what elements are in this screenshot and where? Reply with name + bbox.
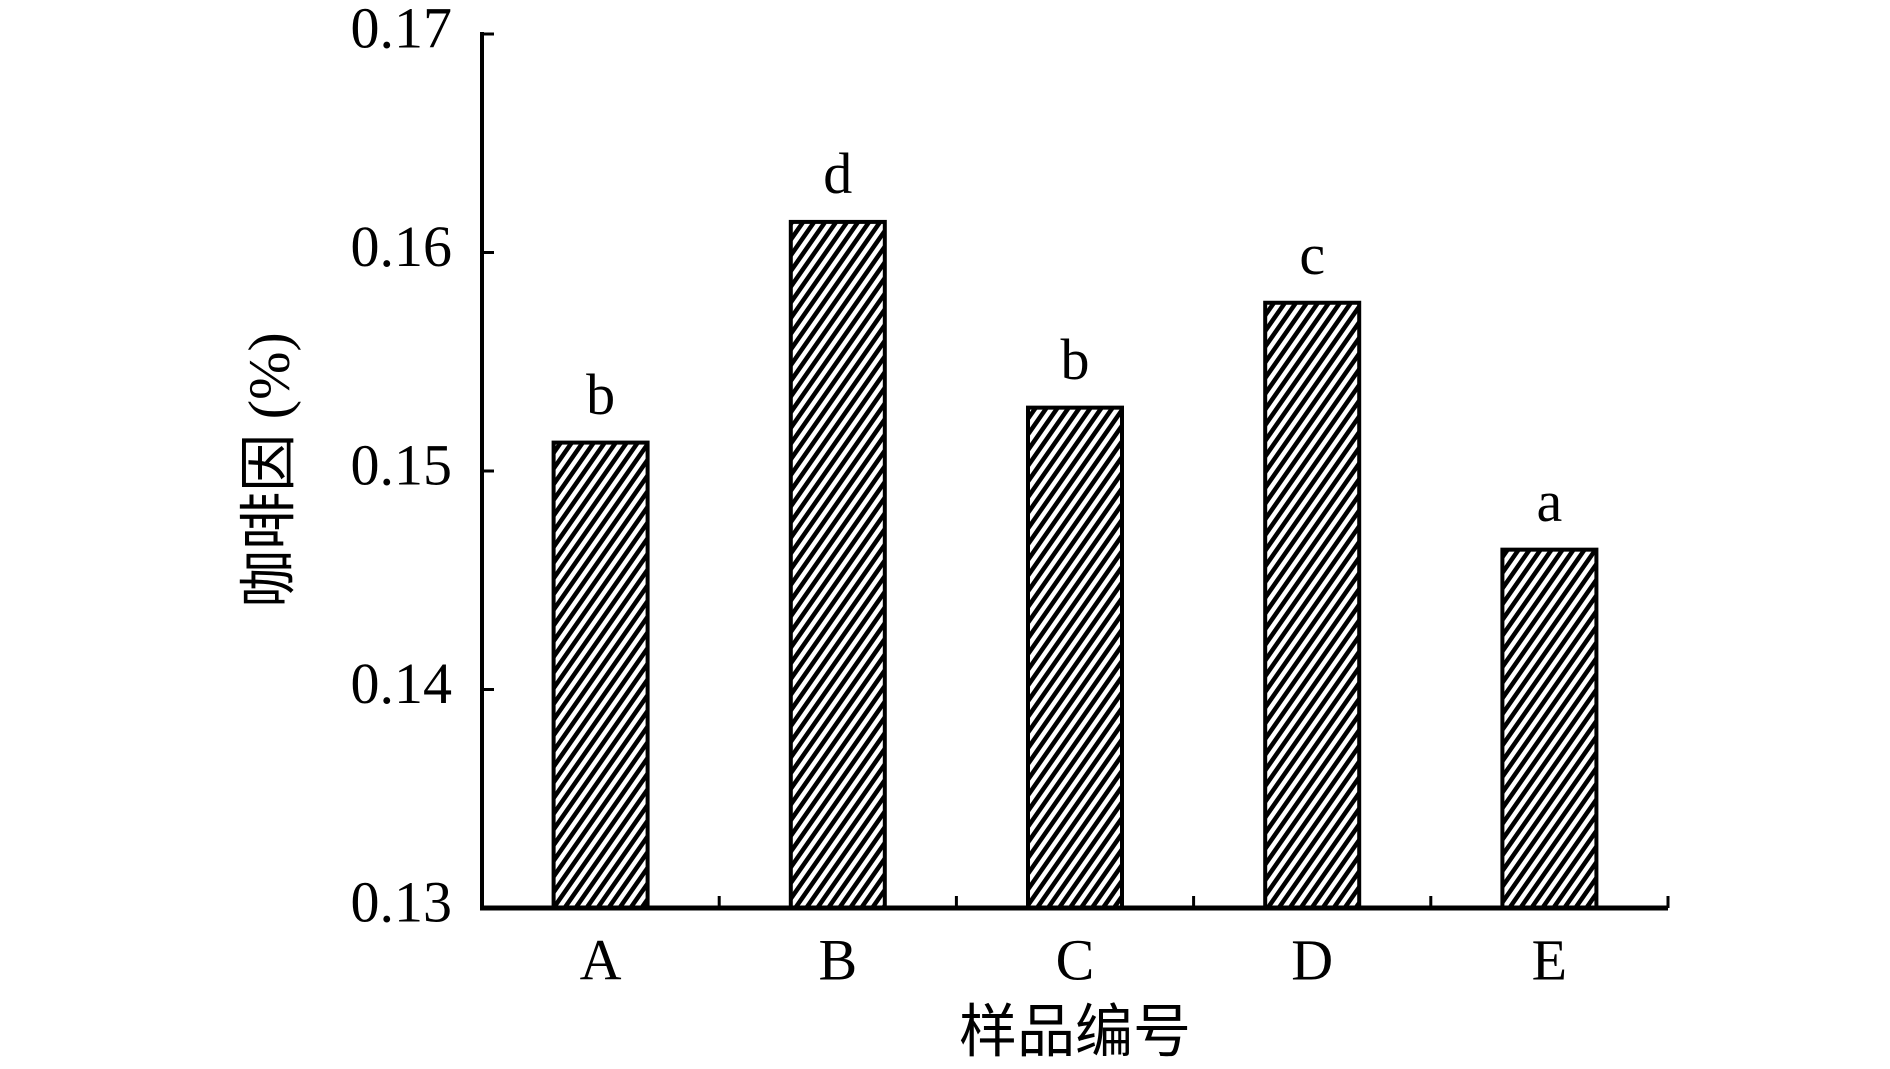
y-tick-label: 0.15 — [351, 432, 453, 497]
bar — [1263, 300, 1362, 910]
x-tick-label: D — [1291, 927, 1333, 992]
y-tick-label: 0.13 — [351, 869, 453, 934]
x-tick-label: C — [1056, 927, 1095, 992]
y-tick-label: 0.17 — [351, 0, 453, 60]
x-axis-title: 样品编号 — [959, 999, 1191, 1064]
bar — [1500, 547, 1599, 910]
y-axis-title: 咖啡因 (%) — [236, 332, 301, 607]
significance-label: a — [1537, 469, 1563, 534]
bar — [1026, 405, 1124, 910]
bar — [551, 440, 650, 910]
bar — [788, 219, 887, 911]
significance-label: b — [1061, 327, 1090, 392]
y-tick-label: 0.16 — [351, 214, 453, 279]
x-tick-label: A — [580, 927, 622, 992]
x-tick-label: E — [1532, 927, 1567, 992]
significance-label: b — [586, 362, 615, 427]
y-tick-label: 0.14 — [351, 651, 453, 716]
x-tick-label: B — [818, 927, 857, 992]
significance-label: d — [823, 141, 852, 206]
significance-label: c — [1299, 222, 1325, 287]
